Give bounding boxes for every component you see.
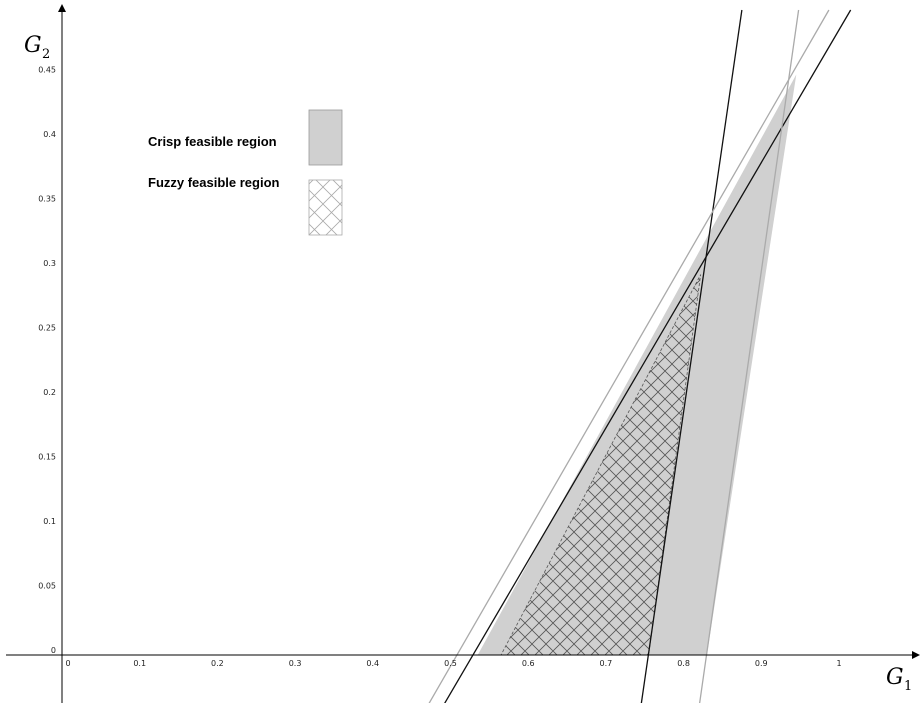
x-tick-label: 0.9 — [755, 659, 768, 668]
x-tick-label: 0.7 — [600, 659, 613, 668]
y-axis-title: G 2 — [24, 33, 50, 62]
y-tick-label: 0.25 — [38, 324, 56, 333]
x-tick-label: 0.2 — [211, 659, 224, 668]
y-tick-label: 0.15 — [38, 453, 56, 462]
y-axis-symbol: G — [24, 33, 42, 58]
y-tick-label: 0.35 — [38, 195, 56, 204]
x-tick-label: 0.3 — [289, 659, 302, 668]
x-axis-arrow — [912, 651, 920, 659]
y-tick-label: 0.1 — [43, 517, 56, 526]
x-tick-label: 0.4 — [366, 659, 379, 668]
legend-swatch-crisp — [309, 110, 342, 165]
y-tick-label: 0.2 — [43, 388, 56, 397]
x-axis-symbol: G — [886, 665, 904, 690]
legend-label-fuzzy: Fuzzy feasible region — [148, 175, 280, 190]
x-tick-label: 0.1 — [133, 659, 146, 668]
legend-label-crisp: Crisp feasible region — [148, 134, 277, 149]
x-tick-label: 0.5 — [444, 659, 457, 668]
y-tick-label: 0 — [51, 646, 56, 655]
x-tick-label: 1 — [836, 659, 841, 668]
x-axis-title: G 1 — [886, 665, 912, 694]
legend-swatch-fuzzy — [309, 180, 342, 235]
y-axis-arrow — [58, 4, 66, 12]
y-tick-label: 0.3 — [43, 259, 56, 268]
x-tick-label: 0 — [65, 659, 70, 668]
legend: Crisp feasible region Fuzzy feasible reg… — [148, 110, 342, 235]
x-tick-label: 0.6 — [522, 659, 535, 668]
y-axis-subscript: 2 — [42, 47, 50, 62]
y-tick-label: 0.05 — [38, 582, 56, 591]
x-tick-label: 0.8 — [677, 659, 690, 668]
y-tick-label: 0.45 — [38, 66, 56, 75]
y-tick-label: 0.4 — [43, 130, 56, 139]
x-axis-subscript: 1 — [904, 679, 912, 694]
